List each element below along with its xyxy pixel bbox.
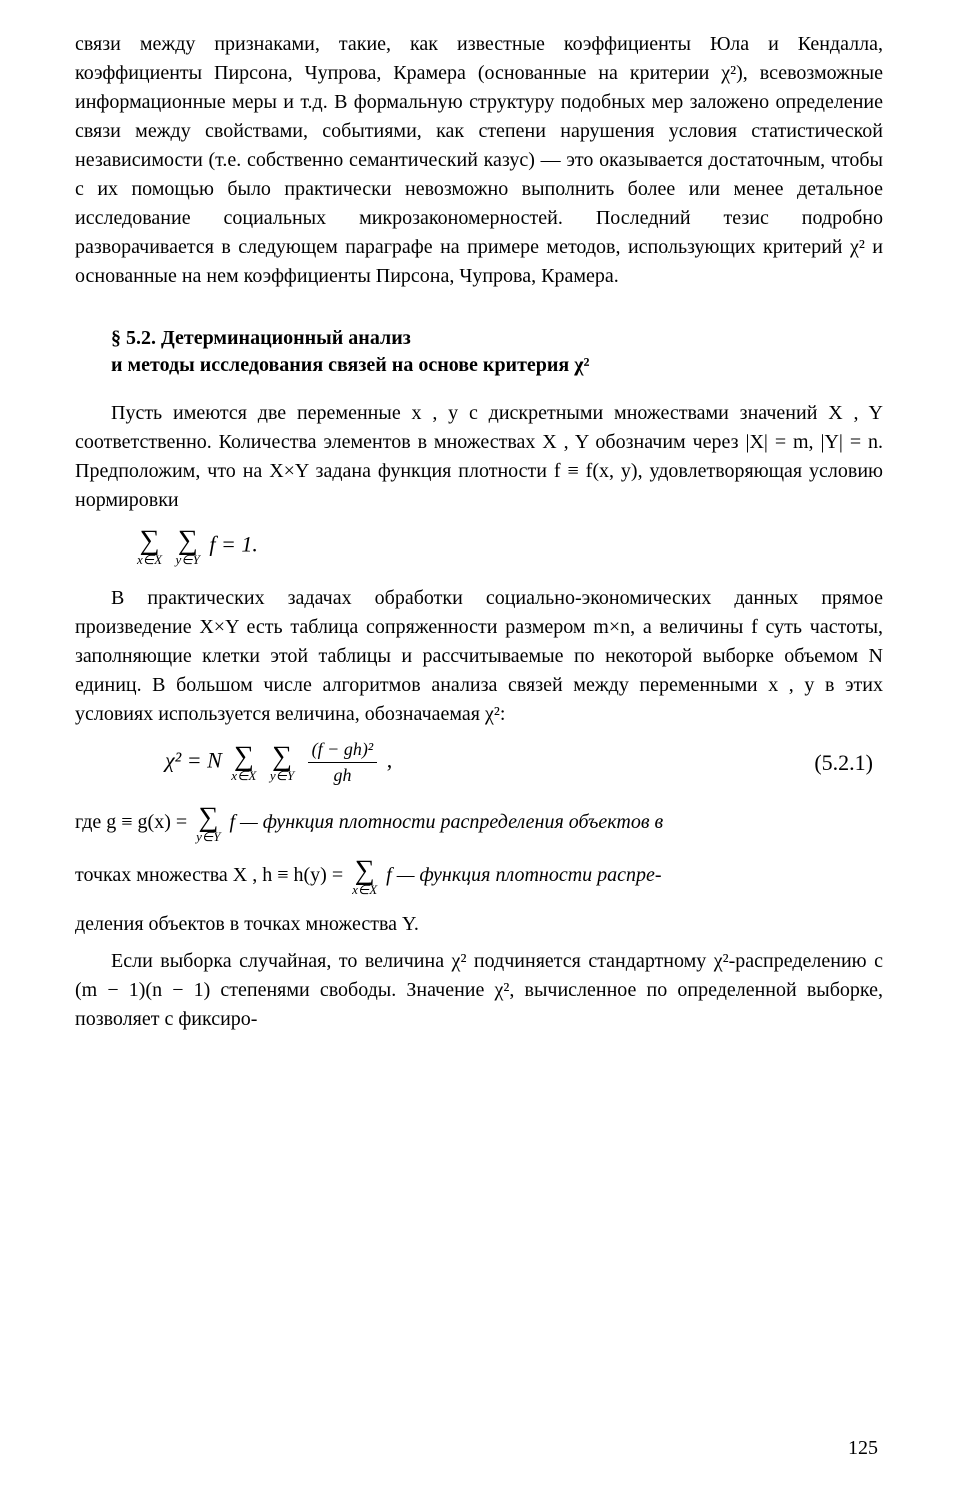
paragraph-2: Пусть имеются две переменные x , y с дис… (75, 399, 883, 515)
para4a-text: где g ≡ g(x) = (75, 811, 192, 833)
sum-symbol-1: ∑ x∈X (137, 527, 162, 566)
formula-comma: , (387, 748, 393, 773)
paragraph-1: связи между признаками, такие, как извес… (75, 30, 883, 291)
formula-1-body: f = 1. (209, 532, 257, 557)
formula-chi-squared: χ² = N ∑ x∈X ∑ y∈Y (f − gh)² gh , (5.2.1… (75, 739, 883, 786)
sum-symbol-6: ∑ x∈X (352, 857, 377, 896)
chi2-lhs: χ² = N (165, 748, 222, 773)
para4a-after: f — функция плотности распределения объе… (229, 811, 663, 833)
paragraph-4b: точках множества X , h ≡ h(y) = ∑ x∈X f … (75, 857, 883, 896)
document-page: связи между признаками, такие, как извес… (0, 0, 958, 1500)
para4b-after: f — функция плотности распре- (386, 864, 661, 886)
paragraph-5: Если выборка случайная, то величина χ² п… (75, 947, 883, 1034)
sum-symbol-4: ∑ y∈Y (270, 743, 294, 782)
paragraph-4a: где g ≡ g(x) = ∑ y∈Y f — функция плотнос… (75, 804, 883, 843)
para4b-text: точках множества X , h ≡ h(y) = (75, 864, 348, 886)
page-number: 125 (848, 1437, 878, 1460)
paragraph-3: В практических задачах обработки социаль… (75, 584, 883, 729)
fraction-chi2: (f − gh)² gh (308, 739, 378, 786)
equation-number: (5.2.1) (814, 750, 873, 776)
sum-symbol-2: ∑ y∈Y (176, 527, 200, 566)
section-heading-line2: и методы исследования связей на основе к… (111, 352, 883, 379)
paragraph-4c: деления объектов в точках множества Y. (75, 910, 883, 939)
section-heading: § 5.2. Детерминационный анализ и методы … (111, 325, 883, 379)
sum-symbol-3: ∑ x∈X (231, 743, 256, 782)
formula-normalization: ∑ x∈X ∑ y∈Y f = 1. (133, 527, 883, 566)
section-heading-line1: § 5.2. Детерминационный анализ (111, 325, 883, 352)
sum-symbol-5: ∑ y∈Y (196, 804, 220, 843)
